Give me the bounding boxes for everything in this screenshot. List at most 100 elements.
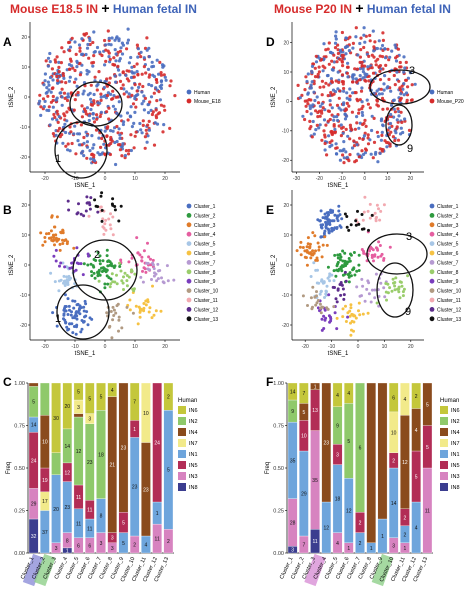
scatter-point bbox=[82, 89, 86, 93]
scatter-point bbox=[118, 143, 122, 147]
scatter-point bbox=[335, 103, 340, 107]
scatter-point bbox=[66, 142, 70, 146]
scatter-point bbox=[116, 131, 120, 135]
scatter-point bbox=[158, 60, 162, 64]
scatter-point bbox=[121, 142, 125, 146]
scatter-point bbox=[390, 289, 394, 293]
scatter-point bbox=[86, 252, 90, 256]
y-tick-label: 0.50 bbox=[14, 466, 25, 472]
bar-segment bbox=[40, 382, 50, 416]
scatter-point bbox=[319, 290, 323, 294]
annotation-ellipse bbox=[385, 104, 413, 146]
scatter-point bbox=[97, 279, 101, 283]
scatter-point bbox=[92, 54, 96, 58]
scatter-point bbox=[120, 154, 124, 158]
scatter-point bbox=[75, 65, 79, 69]
scatter-point bbox=[361, 122, 365, 127]
scatter-point bbox=[369, 152, 373, 156]
bar-segment bbox=[377, 382, 388, 520]
scatter-point bbox=[151, 258, 155, 262]
scatter-point bbox=[337, 96, 341, 100]
scatter-point bbox=[79, 151, 84, 155]
legend-label: Cluster_5 bbox=[437, 242, 459, 248]
scatter-point bbox=[341, 131, 345, 135]
scatter-point bbox=[86, 323, 90, 327]
scatter-point bbox=[370, 114, 374, 118]
scatter-point bbox=[342, 293, 346, 297]
scatter-point bbox=[341, 287, 345, 291]
scatter-point bbox=[157, 72, 161, 76]
scatter-point bbox=[86, 263, 90, 267]
scatter-point bbox=[151, 73, 155, 77]
scatter-point bbox=[334, 297, 338, 301]
scatter-point bbox=[89, 262, 93, 266]
scatter-point bbox=[343, 270, 347, 274]
scatter-point bbox=[339, 293, 343, 297]
scatter-point bbox=[318, 114, 322, 118]
scatter-point bbox=[393, 129, 397, 133]
scatter-point bbox=[135, 69, 139, 74]
scatter-point bbox=[71, 316, 75, 320]
scatter-point bbox=[66, 148, 70, 152]
bar-data-label: 5 bbox=[32, 400, 35, 406]
bar-data-label: 5 bbox=[167, 468, 170, 474]
scatter-point bbox=[113, 208, 117, 212]
y-tick-label: -20 bbox=[282, 158, 289, 164]
scatter-point bbox=[301, 246, 305, 249]
annotation-label: 9 bbox=[405, 306, 411, 318]
scatter-point bbox=[338, 258, 342, 262]
scatter-point bbox=[158, 269, 162, 272]
scatter-point bbox=[345, 155, 349, 159]
scatter-point bbox=[84, 209, 88, 213]
scatter-point bbox=[336, 48, 340, 52]
scatter-point bbox=[360, 60, 364, 64]
bar-data-label: 5 bbox=[426, 445, 429, 451]
scatter-point bbox=[56, 78, 60, 83]
scatter-point bbox=[141, 84, 145, 89]
scatter-point bbox=[413, 82, 417, 86]
scatter-point bbox=[351, 46, 355, 50]
scatter-point bbox=[320, 226, 324, 230]
scatter-point bbox=[335, 60, 339, 64]
bar-segment bbox=[141, 382, 151, 443]
scatter-point bbox=[366, 311, 370, 315]
legend-label: IN1 bbox=[451, 452, 460, 458]
annotation-label: 3 bbox=[409, 65, 415, 77]
y-tick-label: 0 bbox=[286, 99, 289, 105]
legend-swatch bbox=[178, 450, 186, 458]
y-tick-label: -20 bbox=[20, 323, 27, 329]
scatter-point bbox=[396, 287, 399, 291]
scatter-point bbox=[99, 98, 103, 102]
scatter-point bbox=[89, 97, 93, 101]
scatter-point bbox=[368, 33, 372, 38]
bar-data-label: 11 bbox=[425, 509, 430, 515]
x-tick-label: -10 bbox=[71, 176, 78, 182]
scatter-point bbox=[314, 128, 318, 132]
scatter-point bbox=[310, 80, 314, 84]
scatter-point bbox=[135, 236, 139, 240]
x-tick-label: -20 bbox=[41, 344, 48, 350]
scatter-point bbox=[366, 209, 370, 213]
scatter-point bbox=[48, 123, 52, 127]
scatter-point bbox=[85, 106, 89, 110]
legend-swatch bbox=[178, 406, 186, 414]
scatter-point bbox=[391, 277, 395, 281]
scatter-point bbox=[43, 99, 47, 103]
scatter-point bbox=[76, 132, 80, 136]
scatter-point bbox=[77, 43, 82, 47]
scatter-point bbox=[125, 305, 129, 309]
scatter-point bbox=[66, 240, 69, 244]
scatter-point bbox=[348, 271, 352, 275]
scatter-point bbox=[48, 51, 52, 56]
scatter-point bbox=[388, 142, 392, 146]
scatter-point bbox=[360, 149, 364, 153]
scatter-point bbox=[349, 223, 353, 227]
scatter-point bbox=[95, 45, 100, 50]
scatter-point bbox=[159, 79, 164, 83]
scatter-point bbox=[323, 235, 327, 239]
legend-marker bbox=[186, 297, 192, 303]
scatter-point bbox=[55, 55, 59, 59]
scatter-point bbox=[107, 106, 111, 110]
scatter-point bbox=[147, 55, 151, 59]
